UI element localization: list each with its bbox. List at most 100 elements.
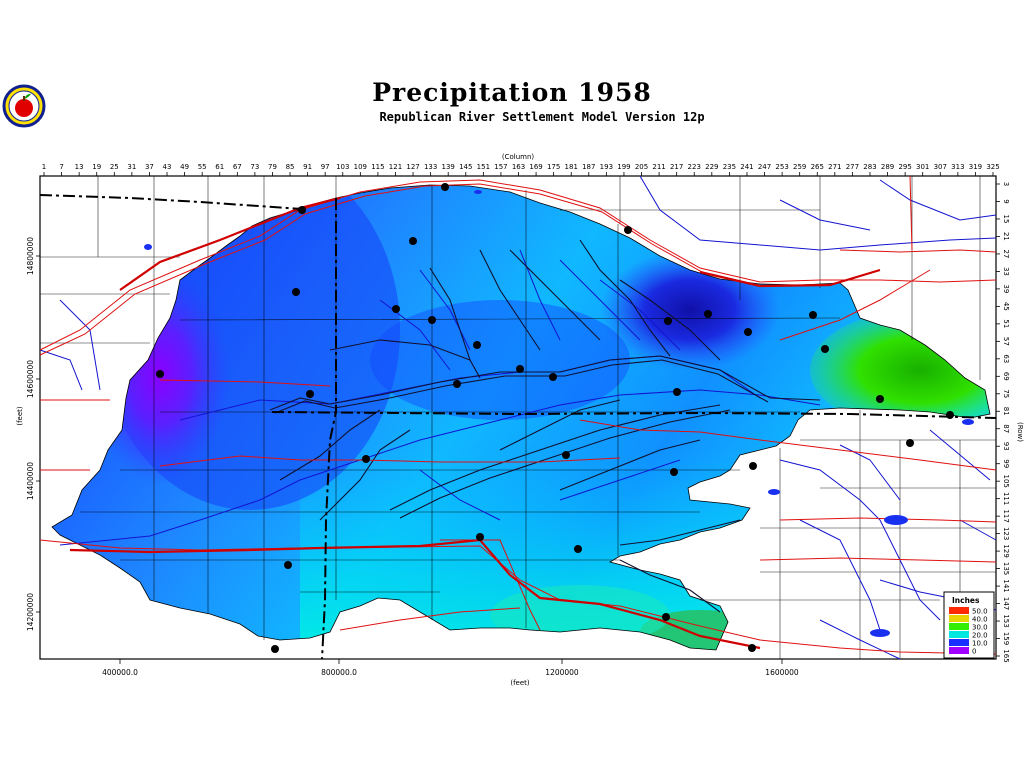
state-lines	[39, 194, 997, 660]
row-tick-label: 165	[1002, 649, 1010, 662]
row-tick-label: 75	[1002, 389, 1010, 398]
legend-label: 20.0	[972, 632, 988, 640]
legend-label: 10.0	[972, 640, 988, 648]
row-ticks	[996, 183, 1000, 657]
legend-title: Inches	[952, 596, 980, 605]
column-tick-label: 37	[145, 163, 154, 171]
row-tick-label: 81	[1002, 407, 1010, 416]
legend-swatch	[949, 607, 969, 614]
row-tick-label: 117	[1002, 509, 1010, 522]
legend-swatch	[949, 639, 969, 646]
row-tick-label: 45	[1002, 302, 1010, 311]
column-tick-label: 121	[389, 163, 402, 171]
column-tick-label: 253	[775, 163, 788, 171]
weather-stations	[156, 183, 954, 653]
legend-label: 40.0	[972, 616, 988, 624]
x-axis-title: (feet)	[510, 679, 530, 687]
column-tick-label: 133	[424, 163, 437, 171]
column-tick-label: 307	[934, 163, 947, 171]
row-tick-label: 51	[1002, 319, 1010, 328]
map-title: Precipitation 1958	[372, 78, 652, 107]
column-tick-label: 319	[969, 163, 982, 171]
column-tick-label: 13	[75, 163, 84, 171]
row-tick-labels: 3915212733394551576369758187939910511111…	[1002, 182, 1010, 663]
row-tick-label: 129	[1002, 544, 1010, 557]
row-tick-label: 9	[1002, 199, 1010, 203]
row-tick-label: 93	[1002, 442, 1010, 451]
column-tick-label: 139	[442, 163, 455, 171]
column-tick-label: 283	[863, 163, 876, 171]
column-tick-label: 73	[250, 163, 259, 171]
column-tick-label: 25	[110, 163, 119, 171]
column-tick-label: 235	[723, 163, 736, 171]
column-tick-label: 127	[406, 163, 419, 171]
column-tick-label: 199	[617, 163, 630, 171]
column-tick-label: 157	[494, 163, 507, 171]
legend-label: 50.0	[972, 608, 988, 616]
column-tick-label: 289	[881, 163, 894, 171]
legend: Inches 50.040.030.020.010.00	[943, 591, 995, 659]
column-tick-label: 187	[582, 163, 595, 171]
y-tick-label: 14600000	[26, 360, 35, 398]
column-tick-label: 205	[635, 163, 648, 171]
column-tick-label: 163	[512, 163, 525, 171]
column-tick-label: 169	[529, 163, 542, 171]
column-tick-label: 1	[42, 163, 46, 171]
county-lines	[40, 176, 996, 659]
column-tick-label: 313	[951, 163, 964, 171]
column-tick-label: 67	[233, 163, 242, 171]
column-tick-label: 91	[303, 163, 312, 171]
y-tick-label: 14400000	[26, 462, 35, 500]
legend-swatch	[949, 647, 969, 654]
legend-label: 30.0	[972, 624, 988, 632]
column-tick-label: 229	[705, 163, 718, 171]
y-tick-label: 14200000	[26, 593, 35, 631]
x-tick-label: 800000.0	[321, 668, 357, 677]
column-tick-label: 223	[688, 163, 701, 171]
column-tick-label: 31	[127, 163, 136, 171]
row-tick-label: 63	[1002, 354, 1010, 363]
row-axis-title: (Row)	[1016, 422, 1024, 442]
legend-swatch	[949, 615, 969, 622]
column-tick-label: 277	[846, 163, 859, 171]
row-tick-label: 15	[1002, 215, 1010, 224]
row-tick-label: 57	[1002, 337, 1010, 346]
column-tick-labels: 1 7 13 19 25 31 37 43 49 55 61 67 73 79 85 91 97 103 109 11…	[42, 163, 1000, 171]
row-tick-label: 99	[1002, 459, 1010, 468]
apple-logo-icon	[2, 84, 46, 132]
column-tick-label: 109	[354, 163, 367, 171]
column-tick-label: 79	[268, 163, 277, 171]
column-tick-label: 7	[59, 163, 63, 171]
y-axis-title: (feet)	[16, 406, 24, 426]
column-tick-label: 103	[336, 163, 349, 171]
x-tick-label: 1600000	[765, 668, 799, 677]
lakes	[144, 190, 974, 637]
legend-swatch	[949, 623, 969, 630]
stream-cells	[269, 239, 821, 613]
road-lines	[39, 175, 997, 655]
row-tick-label: 111	[1002, 492, 1010, 505]
row-tick-label: 39	[1002, 284, 1010, 293]
column-tick-label: 85	[286, 163, 295, 171]
map-subtitle: Republican River Settlement Model Versio…	[379, 110, 705, 124]
column-tick-label: 259	[793, 163, 806, 171]
column-tick-label: 301	[916, 163, 929, 171]
x-tick-label: 400000.0	[102, 668, 138, 677]
column-tick-label: 175	[547, 163, 560, 171]
row-tick-label: 87	[1002, 424, 1010, 433]
column-ticks	[43, 172, 994, 176]
row-tick-label: 147	[1002, 597, 1010, 610]
column-tick-label: 151	[477, 163, 490, 171]
column-tick-label: 49	[180, 163, 189, 171]
column-tick-label: 115	[371, 163, 384, 171]
column-tick-label: 217	[670, 163, 683, 171]
legend-swatch	[949, 631, 969, 638]
legend-label: 0	[972, 648, 976, 656]
column-tick-label: 145	[459, 163, 472, 171]
column-tick-label: 97	[321, 163, 330, 171]
row-tick-label: 159	[1002, 632, 1010, 645]
column-tick-label: 241	[740, 163, 753, 171]
column-tick-label: 19	[92, 163, 101, 171]
column-tick-label: 325	[986, 163, 999, 171]
row-tick-label: 3	[1002, 182, 1010, 186]
